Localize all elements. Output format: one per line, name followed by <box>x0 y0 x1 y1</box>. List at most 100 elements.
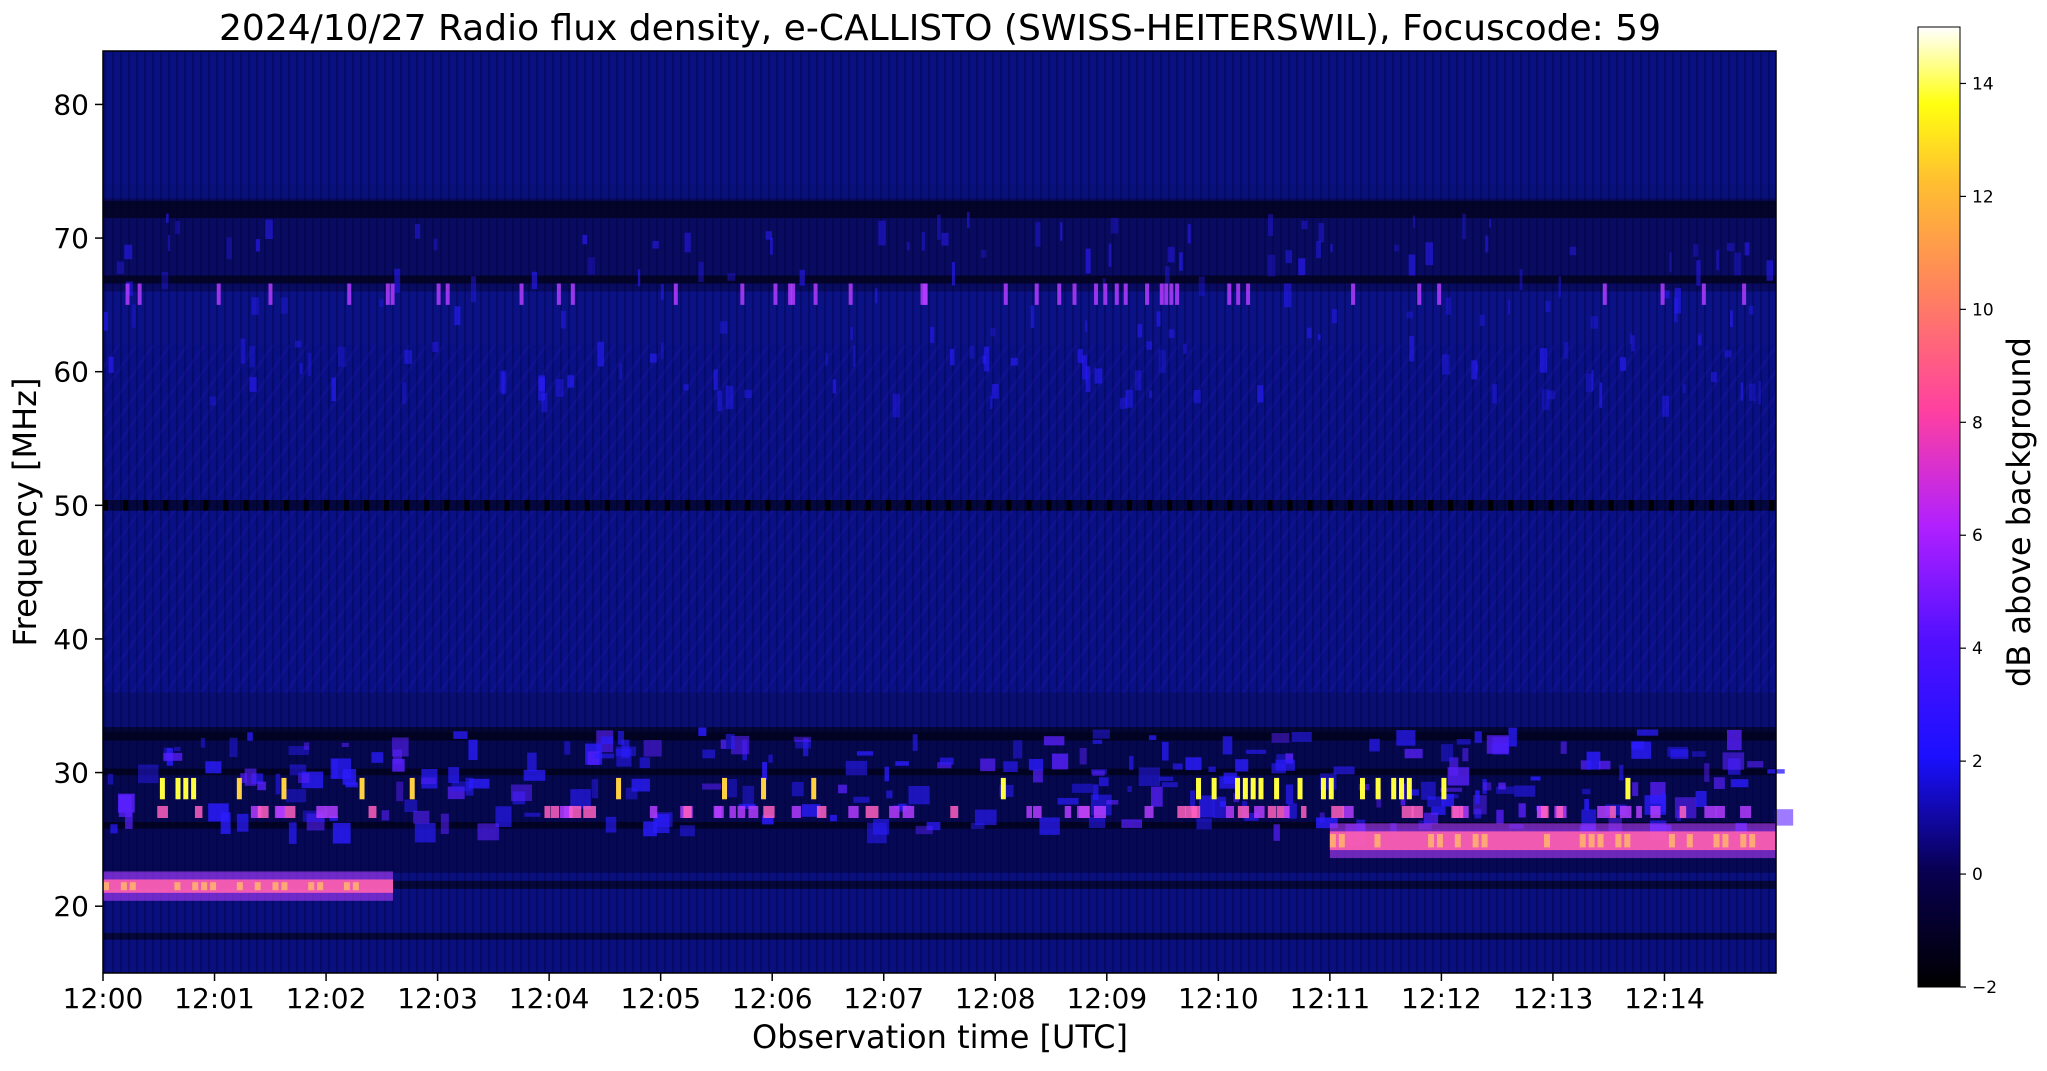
signal-patch <box>1318 222 1324 243</box>
signal-patch <box>1316 817 1338 829</box>
emission-line-mark <box>740 283 745 305</box>
signal-patch <box>1663 290 1670 299</box>
signal-patch <box>131 304 136 328</box>
signal-patch <box>257 781 267 791</box>
signal-patch <box>1475 364 1478 372</box>
dashed-line-segment <box>665 499 671 511</box>
signal-patch <box>1519 269 1523 291</box>
signal-patch <box>285 789 307 803</box>
emission-line-mark <box>1003 283 1008 305</box>
signal-patch <box>683 384 689 391</box>
signal-patch <box>1125 389 1133 408</box>
signal-patch <box>1421 781 1436 800</box>
emission-line-mark <box>1175 283 1180 305</box>
signal-dot <box>1033 805 1042 818</box>
dashed-line-segment <box>1488 499 1494 511</box>
signal-dot <box>250 805 262 818</box>
signal-patch <box>1222 736 1233 755</box>
signal-patch <box>1098 777 1109 787</box>
dashed-line-segment <box>1387 499 1393 511</box>
burst-mark <box>1250 777 1256 800</box>
signal-patch <box>1474 731 1482 743</box>
x-tick-label: 12:12 <box>1401 982 1482 1015</box>
burst-mark <box>1274 777 1280 800</box>
signal-patch <box>702 783 722 790</box>
signal-patch <box>1092 729 1110 739</box>
signal-dot <box>1177 805 1186 818</box>
signal-patch <box>950 348 955 366</box>
x-tick-label: 12:08 <box>955 982 1036 1015</box>
signal-patch <box>1485 235 1489 253</box>
signal-patch <box>1590 316 1599 329</box>
signal-patch <box>1172 763 1183 770</box>
burst-mark <box>191 777 197 800</box>
x-tick-label: 12:09 <box>1066 982 1147 1015</box>
emission-band-peak <box>1597 834 1604 848</box>
signal-patch <box>1092 739 1103 744</box>
signal-dot <box>276 805 286 818</box>
signal-patch <box>1473 795 1487 815</box>
emission-line-mark <box>445 283 450 305</box>
signal-dot <box>325 805 338 818</box>
signal-patch <box>453 731 468 739</box>
signal-patch <box>1411 789 1419 796</box>
signal-patch <box>1408 254 1416 276</box>
dashed-line-segment <box>1187 499 1193 511</box>
emission-band-peak <box>1668 834 1675 848</box>
emission-band-peak <box>272 882 279 891</box>
emission-line-mark <box>673 283 678 305</box>
x-tick-label: 12:14 <box>1624 982 1705 1015</box>
signal-dot <box>1301 805 1307 818</box>
emission-line-mark <box>268 283 273 305</box>
y-tick-label: 70 <box>53 222 89 255</box>
signal-patch <box>342 768 357 785</box>
signal-patch <box>1518 803 1526 818</box>
signal-patch <box>1159 776 1174 782</box>
signal-patch <box>803 738 809 757</box>
signal-dot <box>1267 805 1277 818</box>
signal-patch <box>1431 806 1446 815</box>
dashed-line-segment <box>1106 499 1112 511</box>
signal-patch <box>174 746 181 752</box>
signal-patch <box>527 752 537 772</box>
dashed-line-segment <box>1407 499 1413 511</box>
signal-patch <box>765 231 772 240</box>
signal-patch <box>404 350 412 364</box>
signal-patch <box>886 790 893 799</box>
signal-patch <box>684 232 691 253</box>
signal-dot <box>729 805 736 818</box>
signal-patch <box>1427 796 1445 808</box>
signal-patch <box>331 377 337 402</box>
signal-patch <box>125 812 133 829</box>
signal-patch <box>884 766 889 782</box>
signal-patch <box>523 769 546 781</box>
signal-patch <box>447 786 465 800</box>
signal-patch <box>1223 772 1237 784</box>
y-tick-label: 30 <box>53 757 89 790</box>
emission-line-mark <box>390 283 395 305</box>
signal-patch <box>660 342 664 360</box>
dashed-line-segment <box>1146 499 1152 511</box>
signal-dot <box>283 805 296 818</box>
dashed-line-segment <box>1086 499 1092 511</box>
signal-patch <box>1584 798 1590 811</box>
signal-patch <box>1161 782 1178 788</box>
dashed-line-segment <box>1207 499 1213 511</box>
signal-patch <box>1185 757 1202 771</box>
signal-patch <box>255 239 260 252</box>
emission-line-mark <box>125 283 130 305</box>
emission-band-peak <box>210 882 217 891</box>
y-tick-label: 40 <box>53 623 89 656</box>
emission-band-peak <box>174 882 181 891</box>
signal-patch <box>762 815 774 825</box>
signal-patch <box>510 784 532 802</box>
signal-dot <box>257 805 269 818</box>
signal-patch <box>1257 385 1264 403</box>
spectrogram-interference-pattern <box>103 344 1776 693</box>
signal-patch <box>249 345 256 368</box>
dashed-line-segment <box>926 499 932 511</box>
signal-patch <box>1148 735 1157 741</box>
signal-patch <box>205 761 222 774</box>
dashed-line-segment <box>1468 499 1474 511</box>
